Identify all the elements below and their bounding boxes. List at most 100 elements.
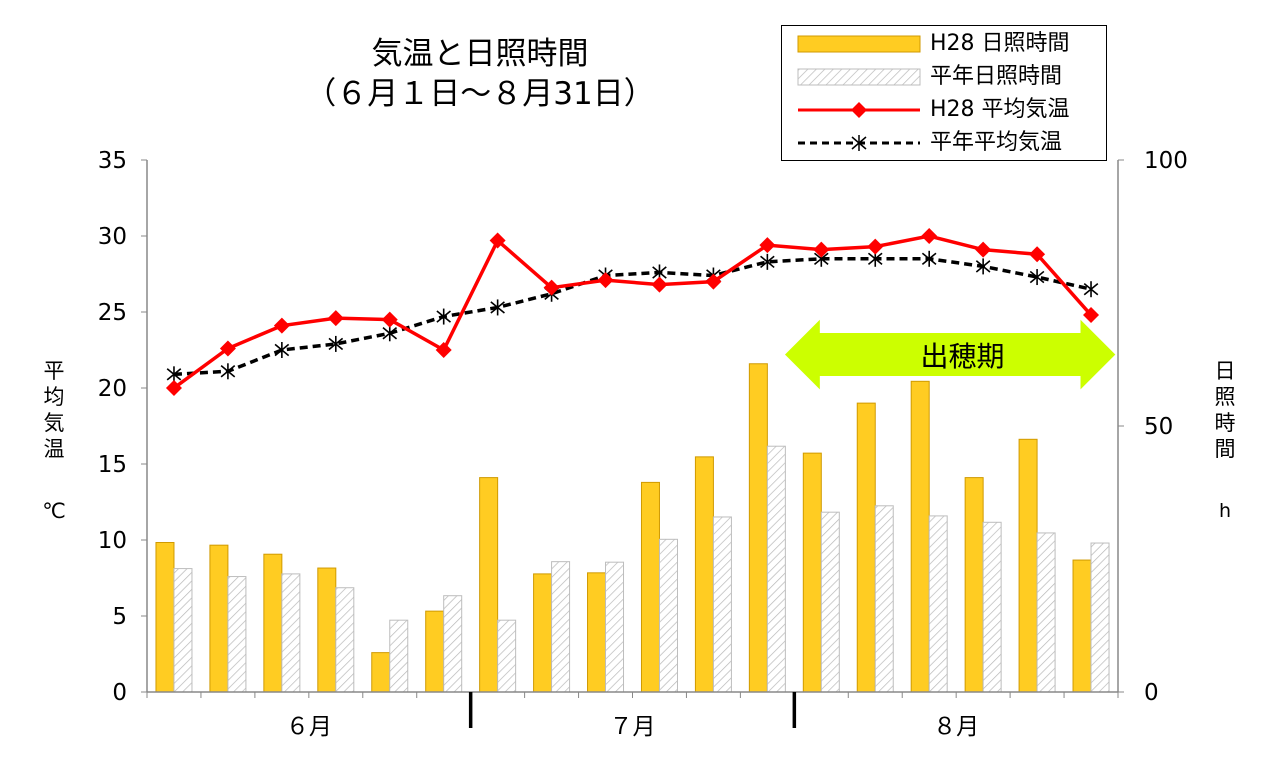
bar-h28-sunshine [640,481,660,693]
left-tick-label: 0 [112,680,127,706]
point-normal-temperature [1083,281,1099,298]
left-tick-label: 15 [98,452,127,478]
bar-normal-sunshine [227,576,247,693]
point-normal-temperature [274,342,290,358]
point-h28-temperature [597,272,614,289]
bar-normal-sunshine [1036,532,1056,693]
point-h28-temperature [1083,307,1100,324]
bar-normal-sunshine [658,538,678,693]
right-axis-label: 日 照 時 間 [1211,358,1239,462]
point-h28-temperature [273,317,290,334]
month-label: ７月 [610,714,656,740]
legend: H28 日照時間 平年日照時間 H28 平均気温 平年平均気温 [781,25,1107,161]
bar-h28-sunshine [587,572,607,693]
left-tick-label: 10 [98,528,127,554]
point-h28-temperature [867,238,884,255]
left-axis-unit: ℃ [42,499,66,523]
bar-normal-sunshine [497,619,517,693]
bar-h28-sunshine [317,567,337,693]
bar-normal-sunshine [1090,542,1110,693]
bar-h28-sunshine [1072,559,1092,693]
point-h28-temperature [651,276,668,293]
bar-normal-sunshine [982,521,1002,693]
point-normal-temperature [328,335,344,352]
point-normal-temperature [760,253,775,270]
point-h28-temperature [219,340,236,357]
legend-item-h28-sunshine: H28 日照時間 [782,28,1106,60]
legend-label: H28 日照時間 [930,31,1070,56]
right-tick-labels: 0 50 100 [1144,148,1188,706]
bar-h28-sunshine [910,380,930,693]
heading-period-label: 出穂期 [920,340,1005,373]
series-line-normal-temperature [173,257,1092,377]
legend-label: H28 平均気温 [930,97,1070,122]
point-h28-temperature [975,241,992,258]
bars-h28-sunshine [155,363,1092,693]
point-normal-temperature [1029,269,1045,286]
bar-h28-sunshine [425,610,445,693]
bar-h28-sunshine [155,542,175,693]
point-normal-temperature [921,250,937,267]
bar-h28-sunshine [479,477,499,693]
legend-label: 平年日照時間 [930,64,1063,89]
point-h28-temperature [327,310,344,327]
point-h28-temperature [381,311,398,328]
left-tick-labels: 0 5 10 15 20 25 30 35 [98,148,127,706]
bar-h28-sunshine [371,652,391,693]
point-normal-temperature [166,366,182,383]
point-normal-temperature [382,325,398,342]
bar-h28-sunshine [694,456,714,693]
bar-normal-sunshine [551,561,571,693]
right-tick-label: 50 [1144,414,1173,440]
chart-title-line1: 気温と日照時間 [371,36,589,72]
bar-h28-sunshine [748,363,768,693]
heading-period-annotation [783,317,1117,392]
left-axis-label-char: 気 [43,411,65,435]
month-labels: ６月 ７月 ８月 [286,714,979,740]
right-axis-label-char: 間 [1214,437,1236,461]
left-tick-label: 20 [98,376,127,402]
bar-h28-sunshine [533,573,553,693]
month-label: ８月 [933,714,979,740]
series-line-h28-temperature [172,234,1093,390]
bar-h28-sunshine [1018,438,1038,693]
right-axis-unit: h [1218,500,1232,522]
point-h28-temperature [921,228,938,244]
legend-item-h28-temperature: H28 平均気温 [782,94,1106,126]
legend-label: 平年平均気温 [930,130,1063,155]
point-normal-temperature [220,363,236,380]
bar-normal-sunshine [389,619,409,693]
right-axis-label-char: 日 [1214,359,1236,383]
right-tick-label: 0 [1144,680,1159,706]
point-h28-temperature [435,342,452,358]
month-label: ６月 [286,714,332,740]
double-arrow-icon [783,317,1117,392]
bar-h28-sunshine [263,553,283,693]
legend-swatch-dashed-line-asterisk-icon [798,135,920,151]
bar-normal-sunshine [281,573,301,693]
point-h28-temperature [489,232,506,249]
point-h28-temperature [759,237,776,254]
line-h28-temperature [165,228,1100,396]
bar-h28-sunshine [802,452,822,693]
bar-h28-sunshine [856,402,876,693]
chart-title-line2: （６月１日～８月31日） [305,76,655,112]
bars-normal-sunshine [173,445,1110,693]
legend-swatch-hatched-bar-icon [797,68,921,86]
legend-item-normal-temperature: 平年平均気温 [782,127,1106,159]
bar-h28-sunshine [964,477,984,693]
bar-normal-sunshine [335,587,355,693]
bar-normal-sunshine [928,515,948,693]
point-h28-temperature [813,241,830,258]
bar-h28-sunshine [209,544,229,693]
point-h28-temperature [543,279,560,296]
right-tick-label: 100 [1144,148,1188,174]
bar-normal-sunshine [820,511,840,693]
bar-normal-sunshine [874,505,894,693]
right-axis-label-char: 時 [1214,411,1236,435]
bar-normal-sunshine [605,561,625,693]
point-normal-temperature [490,299,505,316]
bar-normal-sunshine [443,595,463,693]
chart-title: 気温と日照時間 （６月１日～８月31日） [230,34,730,114]
